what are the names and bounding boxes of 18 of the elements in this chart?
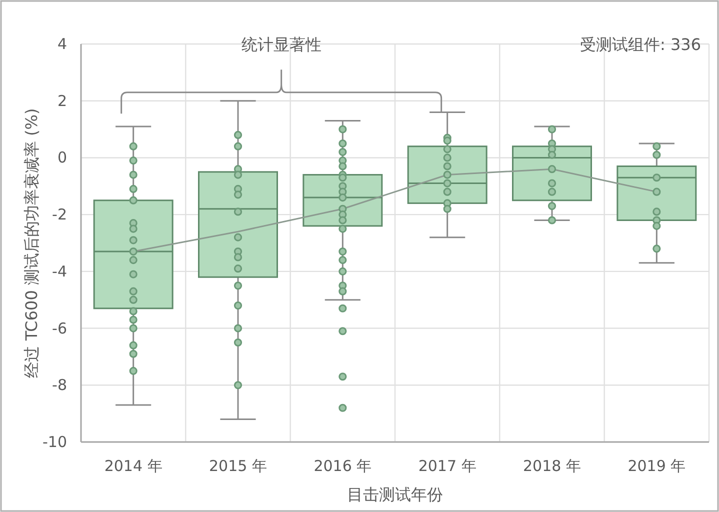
x-axis-title: 目击测试年份 <box>347 485 443 504</box>
x-tick-label: 2015 年 <box>209 457 267 475</box>
y-tick-label: 2 <box>57 92 67 110</box>
y-tick-label: 0 <box>57 148 67 167</box>
y-tick-label: -2 <box>52 206 67 224</box>
x-tick-label: 2018 年 <box>523 457 581 475</box>
y-tick-label: -4 <box>52 262 67 280</box>
annotation: 统计显著性 <box>241 35 322 54</box>
y-tick-label: -8 <box>52 376 67 394</box>
y-tick-label: 4 <box>57 35 67 53</box>
x-tick-label: 2016 年 <box>314 457 372 475</box>
x-tick-label: 2019 年 <box>628 457 686 475</box>
x-tick-label: 2014 年 <box>104 457 162 475</box>
y-tick-label: -10 <box>42 433 67 451</box>
y-axis-title: 经过 TC600 测试后的功率衰减率 (%) <box>22 108 41 378</box>
x-tick-label: 2017 年 <box>418 457 476 475</box>
y-tick-label: -6 <box>52 319 67 338</box>
annotation: 受测试组件: 336 <box>580 35 701 54</box>
